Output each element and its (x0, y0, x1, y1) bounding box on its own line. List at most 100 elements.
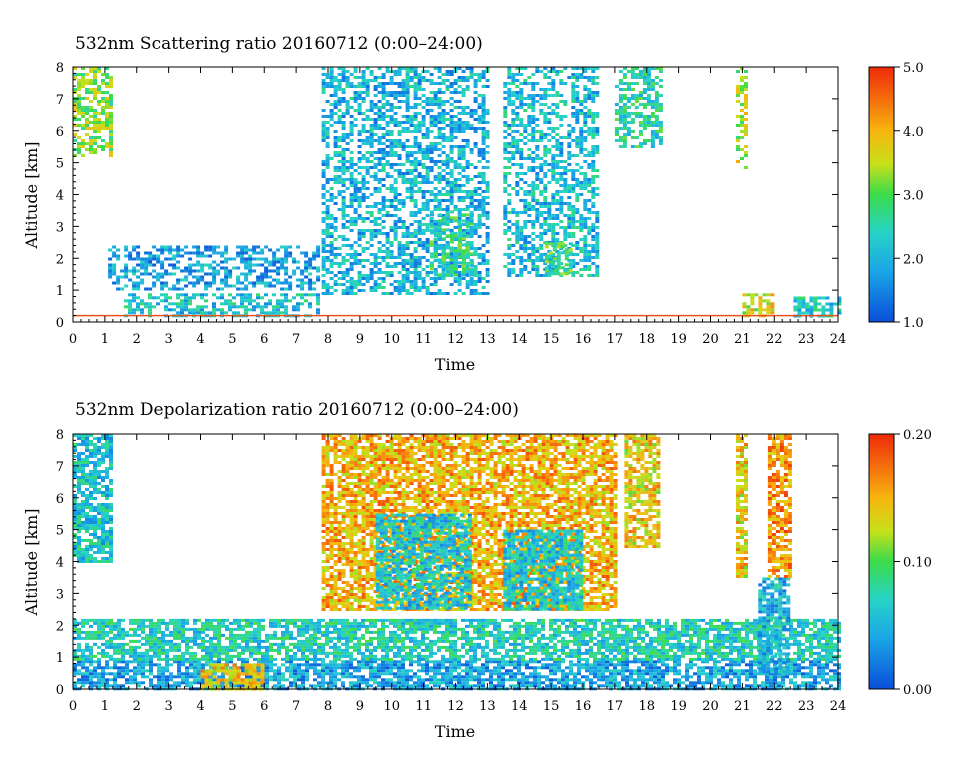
x-tick-label: 8 (324, 332, 332, 347)
y-axis-label: Altitude [km] (22, 141, 41, 249)
data-region (108, 245, 321, 291)
data-region (430, 210, 474, 277)
x-tick-label: 14 (511, 332, 528, 347)
depolarization-ratio-panel: 532nm Depolarization ratio 20160712 (0:0… (22, 400, 932, 741)
x-tick-label: 12 (447, 699, 464, 714)
x-tick-label: 13 (479, 332, 496, 347)
colorbar (868, 433, 895, 690)
x-tick-label: 21 (734, 699, 751, 714)
x-tick-label: 18 (638, 699, 655, 714)
y-tick-label: 6 (56, 492, 64, 507)
x-tick-label: 9 (356, 699, 364, 714)
x-tick-label: 12 (447, 332, 464, 347)
x-tick-label: 18 (638, 332, 655, 347)
x-tick-label: 13 (479, 699, 496, 714)
x-tick-label: 4 (196, 699, 204, 714)
x-tick-label: 1 (101, 699, 109, 714)
x-tick-label: 5 (228, 699, 236, 714)
colorbar-tick-label: 3.0 (903, 189, 924, 204)
x-tick-label: 17 (607, 699, 624, 714)
y-tick-label: 8 (56, 61, 64, 76)
y-tick-label: 1 (56, 284, 64, 299)
x-tick-label: 3 (164, 699, 172, 714)
y-tick-label: 5 (56, 524, 64, 539)
x-tick-label: 6 (260, 332, 268, 347)
plot-frame (72, 66, 839, 323)
x-tick-label: 2 (133, 699, 141, 714)
x-tick-label: 20 (702, 332, 719, 347)
data-region (73, 434, 113, 563)
y-tick-label: 0 (56, 316, 64, 331)
y-tick-label: 7 (56, 460, 64, 475)
x-tick-label: 11 (415, 699, 432, 714)
x-tick-label: 11 (415, 332, 432, 347)
x-tick-label: 7 (292, 699, 300, 714)
x-tick-label: 24 (830, 332, 847, 347)
data-region (758, 577, 791, 674)
data-region (503, 529, 584, 611)
y-tick-label: 3 (56, 220, 64, 235)
panel-title: 532nm Depolarization ratio 20160712 (0:0… (75, 400, 519, 420)
x-tick-label: 2 (133, 332, 141, 347)
x-axis-label: Time (435, 722, 475, 741)
data-region (544, 242, 573, 276)
x-tick-label: 9 (356, 332, 364, 347)
colorbar-tick-label: 4.0 (903, 125, 924, 140)
x-tick-label: 16 (575, 332, 592, 347)
x-tick-label: 23 (798, 332, 815, 347)
x-tick-label: 6 (260, 699, 268, 714)
data-region (614, 67, 663, 148)
y-tick-label: 0 (56, 683, 64, 698)
data-region (767, 434, 792, 578)
colorbar-tick-label: 0.00 (903, 683, 932, 698)
data-region (73, 660, 841, 691)
y-tick-label: 4 (56, 556, 64, 571)
y-tick-label: 5 (56, 157, 64, 172)
x-tick-label: 22 (766, 699, 783, 714)
data-region (736, 67, 748, 169)
x-tick-label: 15 (543, 332, 560, 347)
x-axis-label: Time (435, 355, 475, 374)
colorbar-tick-label: 0.20 (903, 428, 932, 443)
data-region (73, 67, 113, 157)
data-region (73, 618, 841, 661)
x-tick-label: 7 (292, 332, 300, 347)
data-region (736, 434, 748, 578)
x-tick-label: 14 (511, 699, 528, 714)
y-tick-label: 6 (56, 125, 64, 140)
x-tick-label: 19 (670, 699, 687, 714)
x-tick-label: 3 (164, 332, 172, 347)
data-region (624, 434, 661, 548)
y-axis-label: Altitude [km] (22, 508, 41, 616)
x-tick-label: 17 (607, 332, 624, 347)
y-tick-label: 4 (56, 189, 64, 204)
x-tick-label: 21 (734, 332, 751, 347)
x-tick-label: 20 (702, 699, 719, 714)
x-tick-label: 15 (543, 699, 560, 714)
y-tick-label: 3 (56, 587, 64, 602)
colorbar-tick-label: 5.0 (903, 61, 924, 76)
data-region (793, 296, 842, 318)
colorbar-tick-label: 0.10 (903, 556, 932, 571)
scattering-ratio-panel: 532nm Scattering ratio 20160712 (0:00–24… (22, 34, 924, 374)
colorbar-tick-label: 1.0 (903, 316, 924, 331)
colorbar-tick-label: 2.0 (903, 252, 924, 267)
x-tick-label: 23 (798, 699, 815, 714)
y-tick-label: 2 (56, 252, 64, 267)
x-tick-label: 19 (670, 332, 687, 347)
x-tick-label: 24 (830, 699, 847, 714)
x-tick-label: 0 (69, 332, 77, 347)
data-region (742, 293, 775, 318)
y-tick-label: 2 (56, 619, 64, 634)
data-region (375, 513, 472, 610)
data-region (503, 67, 600, 277)
x-tick-label: 8 (324, 699, 332, 714)
x-tick-label: 1 (101, 332, 109, 347)
x-tick-label: 0 (69, 699, 77, 714)
x-tick-label: 4 (196, 332, 204, 347)
x-tick-label: 10 (383, 699, 400, 714)
data-region (124, 293, 320, 318)
x-tick-label: 16 (575, 699, 592, 714)
y-tick-label: 1 (56, 651, 64, 666)
